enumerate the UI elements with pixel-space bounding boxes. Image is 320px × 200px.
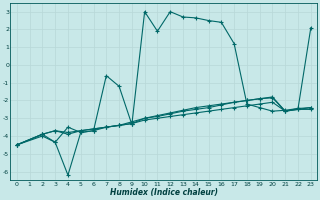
X-axis label: Humidex (Indice chaleur): Humidex (Indice chaleur) <box>110 188 218 197</box>
